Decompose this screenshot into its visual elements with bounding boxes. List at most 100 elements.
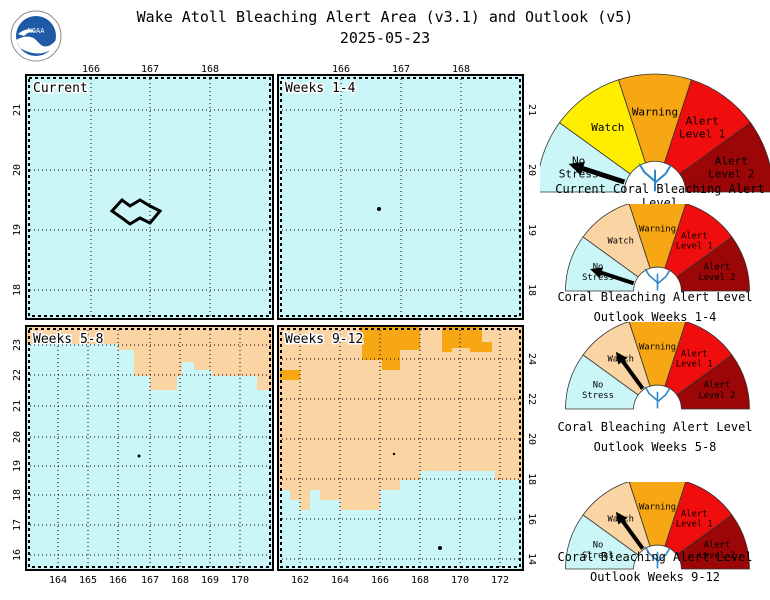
gauge-segment-alert-level-2 — [679, 122, 770, 193]
gauge-label-no-stress: No — [593, 541, 604, 551]
panel-label-weeks-5-8: Weeks 5-8 — [33, 332, 103, 347]
gauge-caption-g_w5_8: Coral Bleaching Alert Level Outlook Weeks… — [535, 420, 770, 454]
map-date: 2025-05-23 — [339, 29, 431, 47]
gauge-needle-arrow — [615, 351, 628, 365]
panel-weeks-5-8: Weeks 5-8 164 165 166 167 168 169 170 23… — [12, 325, 274, 586]
gauge-label-no-stress: Stress — [582, 551, 614, 561]
gauge-segment-watch — [582, 204, 651, 278]
gauge-label-alert-level-1: Level 1 — [676, 242, 713, 252]
coral-icon — [644, 386, 671, 409]
gauge-label-no-stress: Stress — [582, 391, 614, 401]
panel-label-weeks-9-12: Weeks 9-12 — [285, 332, 363, 347]
gauge-label-alert-level-1: Level 1 — [676, 520, 713, 530]
tick-lon-168: 168 — [201, 64, 219, 75]
gauge-caption-g_w1_4: Coral Bleaching Alert Level Outlook Weeks… — [535, 290, 770, 324]
gauge-segment-alert-level-1 — [664, 322, 733, 396]
tick-lon-167: 167 — [392, 64, 410, 75]
wake-atoll-dot — [377, 207, 381, 211]
gauge-segment-warning — [628, 204, 687, 269]
tick-lat-18: 18 — [526, 473, 537, 485]
wake-atoll-dot — [137, 454, 141, 458]
gauge-caption-line: Coral Bleaching Alert Level — [557, 550, 753, 564]
gauge-segment-watch — [558, 79, 647, 175]
tick-lat-21: 21 — [12, 400, 23, 412]
panel-label-weeks-1-4: Weeks 1-4 — [285, 81, 356, 96]
svg-text:NOAA: NOAA — [28, 27, 46, 35]
island-dot — [438, 546, 442, 550]
alert-map-panels: Current 166 167 168 21 20 19 18 Weeks 1-… — [12, 64, 537, 586]
tick-lat-20: 20 — [12, 431, 23, 443]
tick-lat-21: 21 — [12, 104, 23, 116]
gauge-caption-line: Outlook Weeks 5-8 — [593, 440, 717, 454]
gauge-segment-warning — [618, 73, 692, 164]
panel-weeks-9-12: Weeks 9-12 162 164 166 168 170 172 24 22… — [277, 325, 537, 586]
gauge-label-alert-level-2: Alert — [715, 155, 748, 168]
gauge-label-warning: Warning — [639, 503, 676, 513]
gauge-segment-alert-level-1 — [664, 482, 733, 556]
gauge-label-alert-level-2: Alert — [704, 381, 730, 391]
gauge-caption-line: Outlook Weeks 9-12 — [589, 570, 721, 584]
tick-lat-16: 16 — [12, 549, 23, 561]
gauge-label-no-stress: Stress — [582, 273, 614, 283]
tick-lat-19: 19 — [526, 224, 537, 236]
gauge-caption-line: Coral Bleaching Alert Level — [557, 290, 753, 304]
gauge-label-alert-level-1: Alert — [686, 115, 719, 128]
tick-lat-23: 23 — [12, 339, 23, 351]
tick-lon-168: 168 — [171, 575, 189, 586]
tick-lat-24: 24 — [526, 353, 537, 365]
gauge-label-alert-level-1: Level 1 — [679, 127, 725, 140]
gauge-label-warning: Warning — [639, 343, 676, 353]
gauge-segment-alert-level-2 — [676, 514, 750, 570]
tick-lon-166: 166 — [109, 575, 127, 586]
coral-icon — [644, 268, 671, 291]
panel-label-current: Current — [33, 81, 88, 96]
gauge-segment-alert-level-2 — [676, 236, 750, 292]
tick-lat-18: 18 — [12, 284, 23, 296]
gauge-needle-arrow — [615, 511, 628, 525]
tick-lat-19: 19 — [12, 224, 23, 236]
panel-current: Current 166 167 168 21 20 19 18 — [12, 64, 274, 320]
tick-lat-22: 22 — [12, 369, 23, 381]
tick-lon-172: 172 — [491, 575, 509, 586]
gauge-label-warning: Warning — [639, 225, 676, 235]
gauge-label-alert-level-1: Alert — [681, 349, 707, 359]
gauge-segment-warning — [628, 482, 687, 547]
tick-lon-164: 164 — [331, 575, 349, 586]
wake-atoll-dot — [392, 452, 396, 456]
gauge-segment-alert-level-2 — [676, 354, 750, 410]
tick-lon-167: 167 — [141, 575, 159, 586]
tick-lat-20: 20 — [526, 164, 537, 176]
tick-lon-170: 170 — [231, 575, 249, 586]
tick-lat-22: 22 — [526, 393, 537, 405]
gauge-caption-line: Outlook Weeks 1-4 — [593, 310, 717, 324]
tick-lon-168: 168 — [452, 64, 470, 75]
tick-lat-19: 19 — [12, 460, 23, 472]
gauge-segment-warning — [628, 322, 687, 387]
warning-area-weeks-9-12 — [280, 326, 492, 380]
tick-lon-166: 166 — [82, 64, 100, 75]
gauge-label-watch: Watch — [591, 121, 624, 134]
tick-lat-21: 21 — [526, 104, 537, 116]
gauge-segment-alert-level-1 — [663, 79, 752, 175]
tick-lat-20: 20 — [12, 164, 23, 176]
watch-area-weeks-9-12 — [278, 326, 523, 510]
wake-atoll-outline — [109, 197, 163, 226]
tick-lon-167: 167 — [141, 64, 159, 75]
gauge-label-watch: Watch — [607, 236, 633, 246]
tick-lat-20: 20 — [526, 433, 537, 445]
gauge-segment-no-stress — [565, 514, 639, 570]
panel-weeks-1-4: Weeks 1-4 166 167 168 21 20 19 18 — [277, 64, 537, 320]
gauge-label-warning: Warning — [632, 106, 678, 119]
gauge-label-no-stress: No — [593, 381, 604, 391]
tick-lon-170: 170 — [451, 575, 469, 586]
tick-lat-18: 18 — [526, 284, 537, 296]
gauge-needle-arrow — [590, 267, 604, 279]
gauge-label-alert-level-1: Level 1 — [676, 360, 713, 370]
gauge-label-alert-level-2: Alert — [704, 263, 730, 273]
tick-lon-166: 166 — [332, 64, 350, 75]
tick-lon-168: 168 — [411, 575, 429, 586]
tick-lon-166: 166 — [371, 575, 389, 586]
